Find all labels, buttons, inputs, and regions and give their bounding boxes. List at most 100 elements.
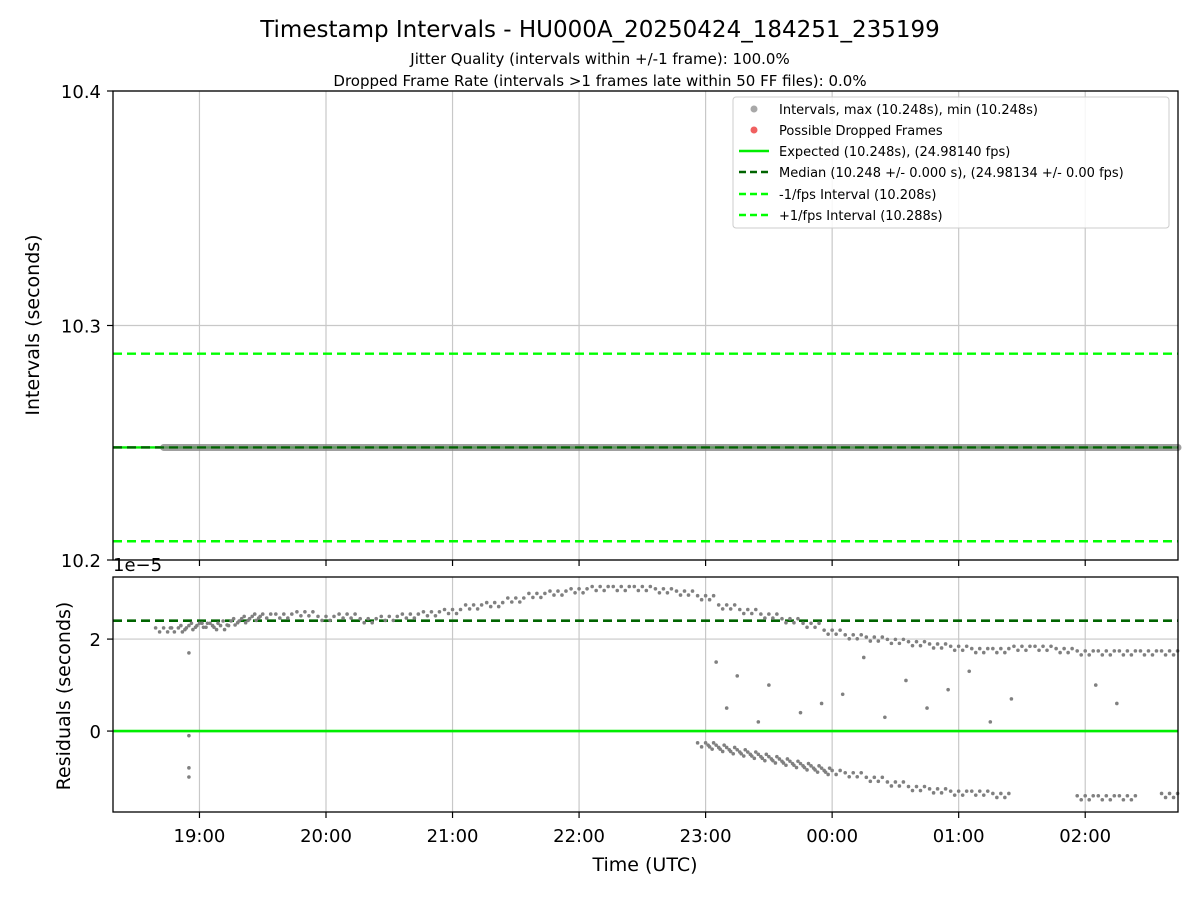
- residual-point: [690, 589, 695, 593]
- residual-point: [286, 616, 290, 620]
- residual-point: [796, 759, 800, 764]
- residual-point: [1121, 797, 1126, 802]
- residual-point: [741, 611, 746, 616]
- residual-point: [1150, 653, 1155, 657]
- residual-point: [822, 768, 826, 773]
- residual-point: [731, 751, 736, 756]
- residual-point: [826, 772, 830, 777]
- residual-point: [843, 632, 848, 637]
- residual-point: [531, 595, 535, 600]
- residual-point: [864, 635, 869, 639]
- residual-point: [859, 770, 864, 775]
- residual-point: [981, 650, 986, 655]
- residual-point: [763, 616, 767, 620]
- residual-point: [872, 635, 877, 639]
- residual-point: [1075, 793, 1080, 798]
- residual-point: [1024, 648, 1028, 653]
- residual-point: [488, 604, 493, 609]
- residual-point: [632, 584, 637, 589]
- residual-point: [859, 632, 864, 637]
- legend-intervals-marker: [750, 105, 758, 113]
- y-scale-offset-label: 1e−5: [113, 555, 162, 576]
- x-tick-label: 22:00: [553, 826, 605, 847]
- residual-point: [644, 588, 649, 593]
- residual-point: [773, 761, 778, 765]
- residual-point: [1167, 791, 1172, 796]
- residual-point: [260, 612, 265, 616]
- residual-point: [809, 621, 813, 626]
- residual-point: [475, 607, 480, 611]
- residual-point: [995, 795, 999, 800]
- residual-point: [252, 612, 257, 616]
- residual-point: [274, 612, 278, 616]
- residual-point: [939, 791, 944, 795]
- residual-point: [1020, 644, 1024, 649]
- residual-point: [1075, 649, 1080, 653]
- residual-point: [172, 630, 177, 634]
- residual-point: [956, 789, 961, 793]
- residual-point: [1079, 653, 1084, 657]
- residual-point: [1112, 793, 1117, 798]
- residual-point: [303, 609, 307, 614]
- residual-point: [268, 612, 273, 616]
- residual-point: [1171, 653, 1176, 657]
- bottom-y-axis-label: Residuals (seconds): [53, 602, 75, 791]
- residual-point: [784, 763, 788, 768]
- residual-point: [648, 584, 653, 589]
- residual-point: [1146, 649, 1151, 653]
- residual-outlier-point: [187, 766, 191, 770]
- bottom-y-tick-label: 2: [90, 630, 101, 651]
- residual-point: [1079, 797, 1084, 802]
- residual-point: [1100, 653, 1105, 657]
- residual-point: [437, 609, 442, 614]
- residual-point: [256, 616, 261, 620]
- x-axis-label: Time (UTC): [591, 854, 697, 876]
- residual-point: [767, 612, 771, 616]
- residual-point: [935, 787, 940, 791]
- residual-point: [985, 789, 990, 793]
- residual-point: [775, 612, 779, 616]
- chart-subtitle-dropped: Dropped Frame Rate (intervals >1 frames …: [333, 72, 866, 90]
- residual-point: [243, 620, 248, 625]
- residual-point: [695, 741, 700, 745]
- residual-point: [931, 646, 936, 650]
- residual-point: [897, 784, 902, 788]
- residual-point: [1091, 649, 1096, 653]
- residual-point: [745, 607, 750, 612]
- residual-point: [706, 743, 710, 747]
- residual-point: [780, 759, 784, 764]
- residual-point: [233, 623, 237, 627]
- residual-point: [973, 650, 978, 655]
- bottom-panel-reference-lines: [113, 619, 1178, 733]
- residual-point: [1003, 650, 1007, 655]
- x-tick-label: 02:00: [1059, 826, 1111, 847]
- residual-point: [374, 616, 378, 621]
- residual-point: [669, 586, 674, 591]
- residual-point: [703, 741, 708, 745]
- residual-point: [732, 603, 737, 607]
- residual-point: [282, 612, 286, 616]
- residual-point: [753, 607, 758, 612]
- residual-point: [416, 612, 421, 616]
- residual-point: [500, 600, 505, 605]
- residual-point: [801, 764, 805, 768]
- residual-point: [991, 791, 995, 796]
- residual-point: [1133, 793, 1138, 798]
- residual-point: [999, 791, 1003, 796]
- residual-point: [1007, 646, 1011, 651]
- residual-point: [383, 618, 388, 623]
- residual-point: [817, 764, 821, 768]
- residual-point: [442, 607, 447, 612]
- residual-point: [408, 612, 413, 616]
- residual-point: [539, 595, 543, 600]
- residual-point: [193, 625, 198, 630]
- residual-point: [299, 613, 303, 618]
- residual-point: [653, 586, 658, 591]
- residual-point: [1083, 793, 1088, 798]
- residual-point: [320, 618, 324, 623]
- residual-point: [518, 600, 522, 604]
- residual-point: [682, 589, 687, 593]
- residual-point: [732, 745, 737, 750]
